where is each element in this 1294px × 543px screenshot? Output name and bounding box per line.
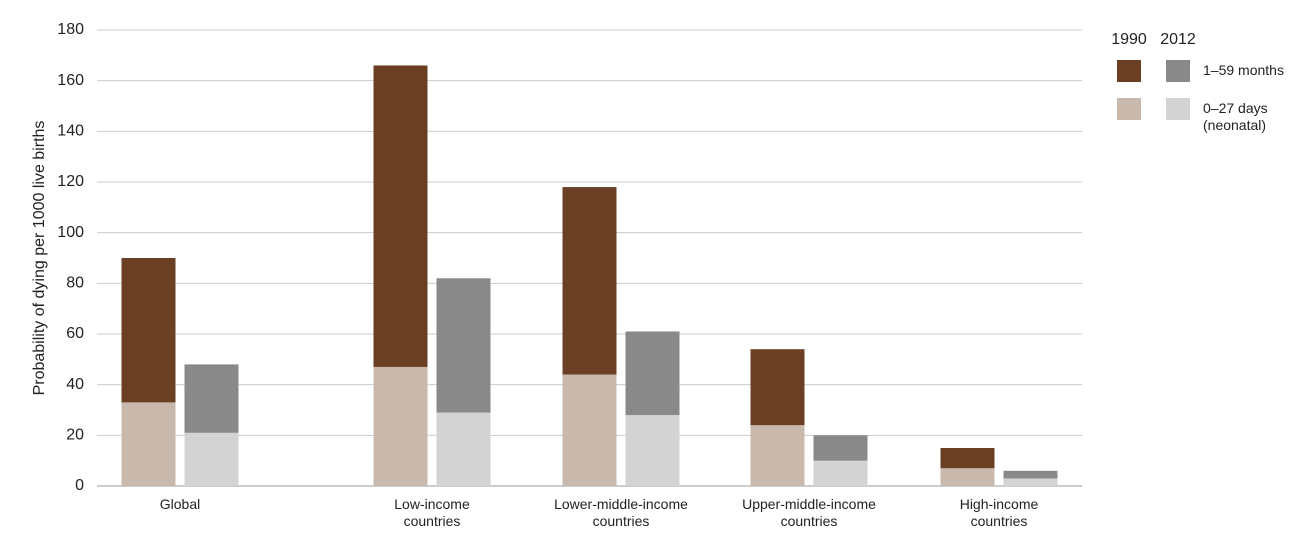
legend-label: 0–27 days (neonatal) bbox=[1203, 100, 1268, 133]
x-tick-label: High-income countries bbox=[959, 496, 1039, 529]
y-tick-label: 180 bbox=[57, 21, 84, 38]
bar-segment bbox=[373, 65, 428, 367]
bar-segment bbox=[940, 468, 995, 486]
y-tick-label: 160 bbox=[57, 72, 84, 89]
legend-swatch bbox=[1117, 60, 1141, 82]
y-tick-label: 40 bbox=[66, 376, 84, 393]
bar-segment bbox=[184, 432, 239, 486]
legend-year: 1990 bbox=[1111, 31, 1147, 48]
y-tick-label: 60 bbox=[66, 325, 84, 342]
x-tick-label: Low-income countries bbox=[394, 496, 470, 529]
bar-segment bbox=[373, 366, 428, 486]
bar-segment bbox=[625, 415, 680, 486]
bar-segment bbox=[1003, 478, 1058, 486]
legend-swatch bbox=[1166, 60, 1190, 82]
bar-segment bbox=[750, 349, 805, 426]
y-axis-label: Probability of dying per 1000 live birth… bbox=[31, 121, 48, 396]
bar-segment bbox=[625, 331, 680, 416]
bar-segment bbox=[813, 460, 868, 486]
x-tick-label: Global bbox=[159, 496, 201, 512]
legend-year: 2012 bbox=[1160, 31, 1196, 48]
y-tick-label: 0 bbox=[75, 477, 84, 494]
legend-label: 1–59 months bbox=[1203, 62, 1284, 78]
bar-segment bbox=[813, 435, 868, 461]
y-tick-label: 100 bbox=[57, 224, 84, 241]
bar-segment bbox=[121, 402, 176, 486]
bar-segment bbox=[940, 448, 995, 469]
y-tick-label: 140 bbox=[57, 123, 84, 140]
x-tick-label: Upper-middle-income countries bbox=[742, 496, 876, 529]
bar-segment bbox=[562, 374, 617, 486]
bar-segment bbox=[562, 187, 617, 375]
y-tick-label: 80 bbox=[66, 275, 84, 292]
bar-segment bbox=[436, 412, 491, 486]
legend-swatch bbox=[1117, 98, 1141, 120]
y-tick-label: 20 bbox=[66, 427, 84, 444]
y-tick-label: 120 bbox=[57, 173, 84, 190]
bar-segment bbox=[1003, 470, 1058, 479]
bar-segment bbox=[750, 425, 805, 486]
x-tick-label: Lower-middle-income countries bbox=[554, 496, 688, 529]
legend-swatch bbox=[1166, 98, 1190, 120]
bar-segment bbox=[184, 364, 239, 433]
bar-segment bbox=[121, 258, 176, 403]
bar-segment bbox=[436, 278, 491, 413]
